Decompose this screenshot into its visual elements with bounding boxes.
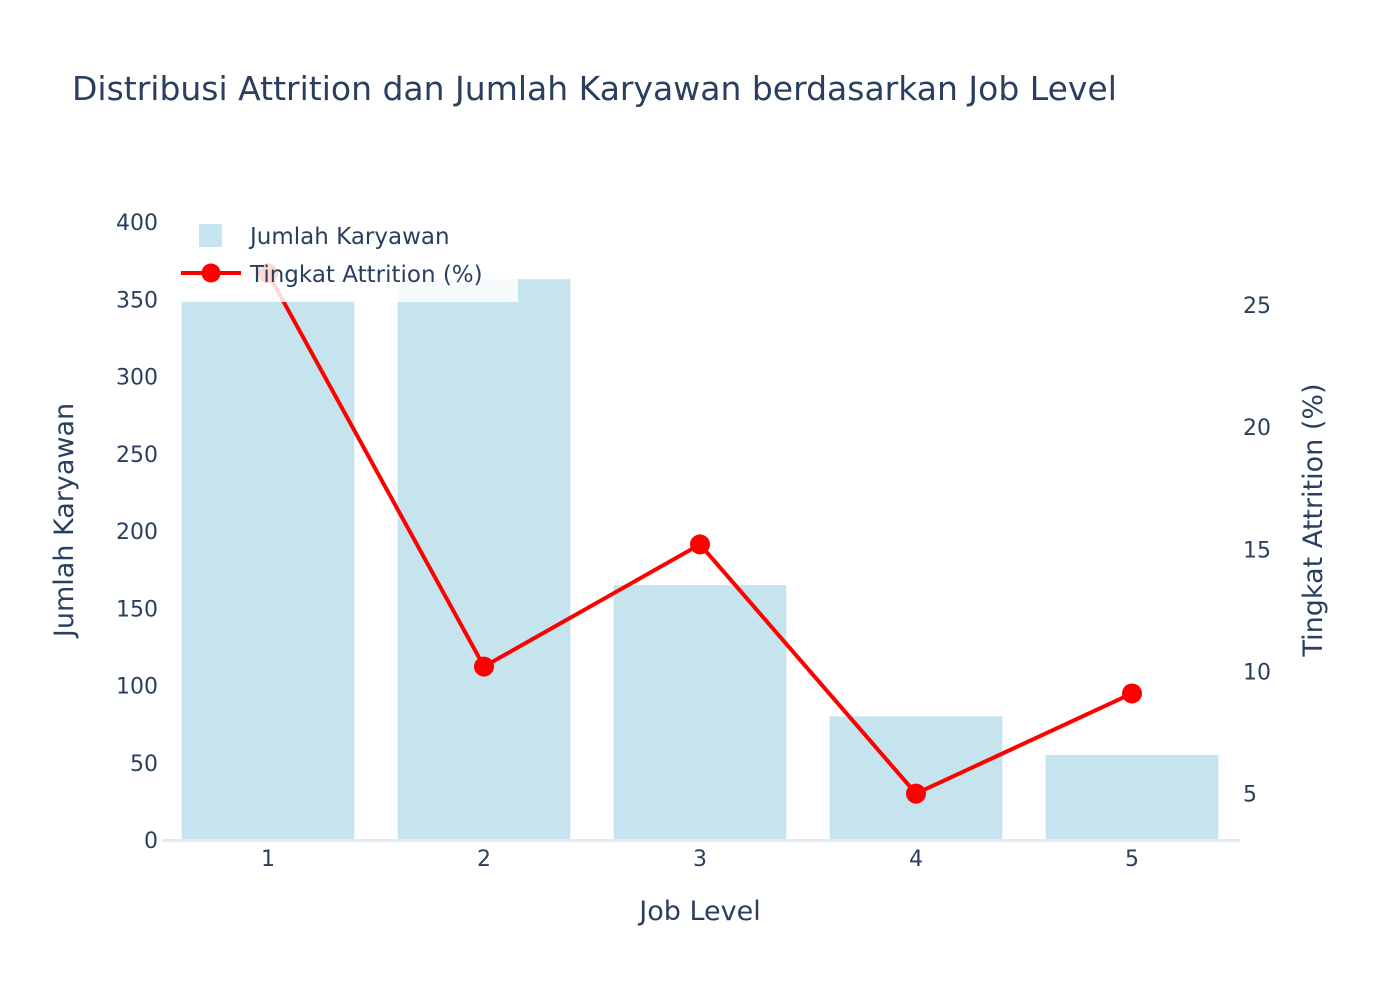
y-axis-ticks: 0 50 100 150 200 250 300 350 400 bbox=[116, 211, 158, 854]
attrition-point-job-level-5[interactable] bbox=[1122, 683, 1142, 704]
y-tick-label: 300 bbox=[116, 366, 158, 391]
y-tick-label: 50 bbox=[130, 752, 158, 777]
y2-axis-title: Tingkat Attrition (%) bbox=[1298, 383, 1329, 657]
y2-axis-ticks: 5 10 15 20 25 bbox=[1243, 294, 1271, 808]
y-tick-label: 400 bbox=[116, 211, 158, 236]
legend-label-bars[interactable]: Jumlah Karyawan bbox=[248, 224, 450, 250]
bar-job-level-1[interactable] bbox=[181, 300, 355, 840]
y-tick-label: 100 bbox=[116, 675, 158, 700]
y-tick-label: 350 bbox=[116, 288, 158, 313]
attrition-point-job-level-4[interactable] bbox=[906, 783, 926, 804]
legend-background bbox=[176, 216, 518, 302]
legend-label-line[interactable]: Tingkat Attrition (%) bbox=[249, 262, 483, 288]
attrition-line-layer bbox=[258, 263, 1142, 804]
y2-tick-label: 25 bbox=[1243, 294, 1271, 319]
x-axis-title: Job Level bbox=[637, 896, 760, 927]
y-tick-label: 150 bbox=[116, 597, 158, 622]
y2-tick-label: 15 bbox=[1243, 538, 1271, 563]
y2-tick-label: 5 bbox=[1243, 783, 1257, 808]
legend-bar-swatch bbox=[199, 224, 222, 247]
bar-job-level-4[interactable] bbox=[829, 716, 1003, 840]
bar-job-level-3[interactable] bbox=[613, 585, 787, 840]
x-tick-label: 1 bbox=[261, 847, 275, 872]
y2-tick-label: 10 bbox=[1243, 660, 1271, 685]
legend: Jumlah Karyawan Tingkat Attrition (%) bbox=[176, 216, 518, 302]
attrition-point-job-level-2[interactable] bbox=[474, 656, 494, 677]
y-axis-title: Jumlah Karyawan bbox=[49, 403, 80, 639]
chart-title: Distribusi Attrition dan Jumlah Karyawan… bbox=[72, 69, 1117, 108]
attrition-point-job-level-3[interactable] bbox=[690, 534, 710, 555]
legend-marker-swatch bbox=[201, 263, 221, 283]
y-tick-label: 0 bbox=[144, 829, 158, 854]
bar-job-level-5[interactable] bbox=[1045, 755, 1219, 840]
x-tick-label: 2 bbox=[477, 847, 491, 872]
bars-layer bbox=[181, 279, 1219, 840]
x-tick-label: 4 bbox=[909, 847, 923, 872]
y2-tick-label: 20 bbox=[1243, 416, 1271, 441]
y-tick-label: 250 bbox=[116, 443, 158, 468]
y-tick-label: 200 bbox=[116, 520, 158, 545]
x-tick-label: 5 bbox=[1125, 847, 1139, 872]
x-axis-ticks: 1 2 3 4 5 bbox=[261, 847, 1139, 872]
x-tick-label: 3 bbox=[693, 847, 707, 872]
